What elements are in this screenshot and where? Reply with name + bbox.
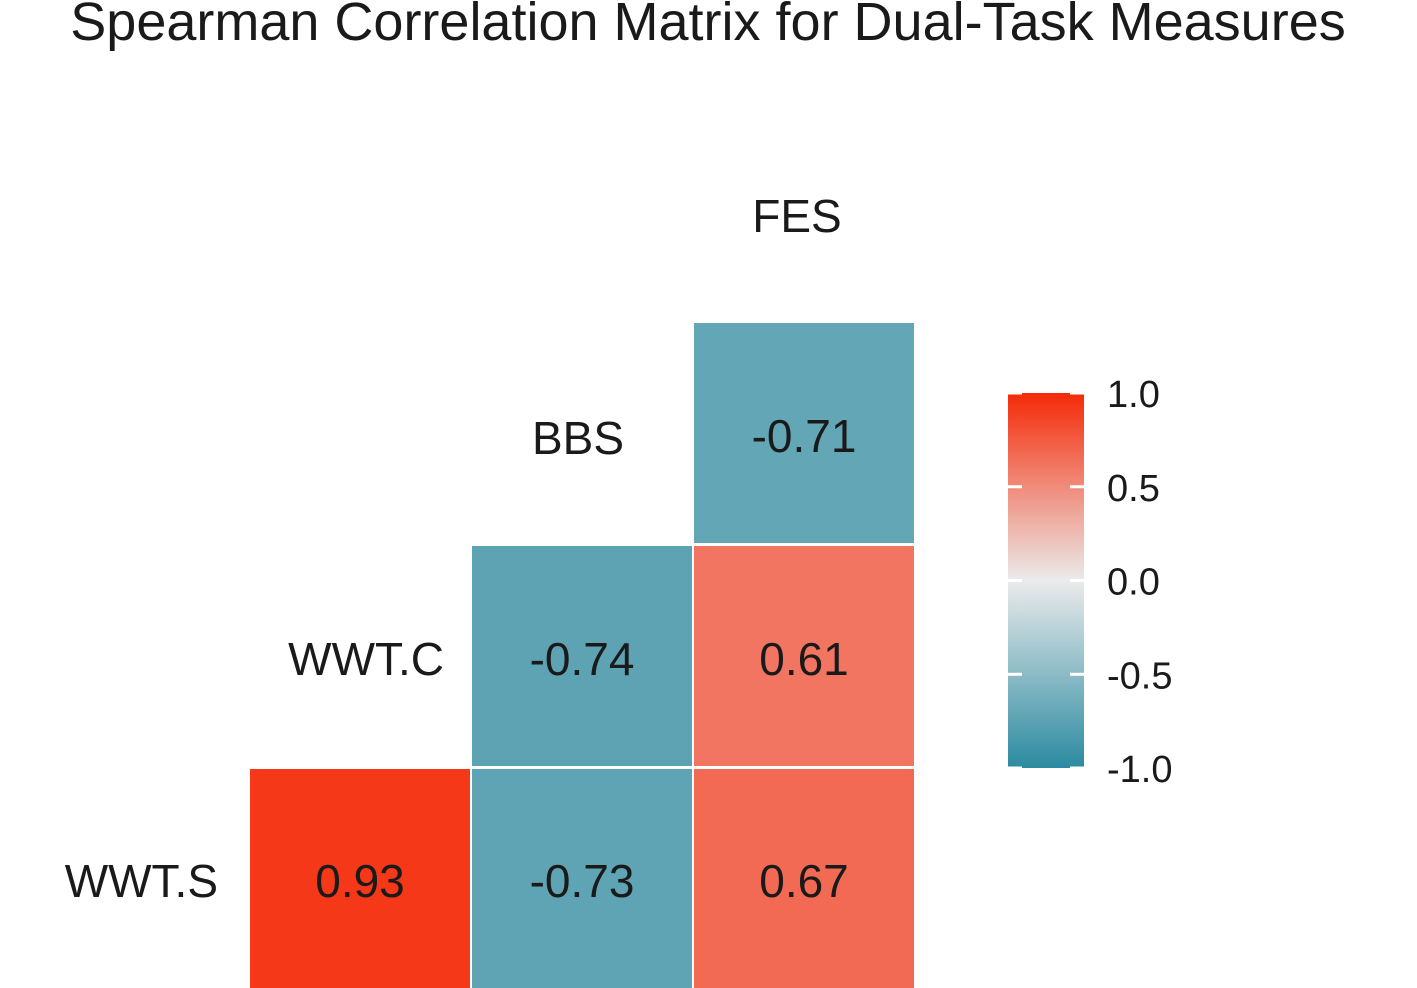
color-legend: 1.0 0.5 0.0 -0.5 -1.0: [1008, 374, 1172, 791]
chart-title: Spearman Correlation Matrix for Dual-Tas…: [70, 0, 1345, 52]
cell-value-label: -0.71: [752, 410, 857, 462]
heatmap-cells: 0.93 -0.73 -0.74 0.67 0.61 -0.71: [250, 323, 914, 988]
legend-tick-label: 1.0: [1107, 374, 1160, 416]
variable-label-bbs: BBS: [532, 412, 624, 464]
variable-label-wwt-s: WWT.S: [65, 855, 218, 907]
cell-value-label: -0.73: [530, 855, 635, 907]
legend-tick-label: 0.0: [1107, 562, 1160, 604]
legend-tick-label: 0.5: [1107, 468, 1160, 510]
cell-value-label: 0.67: [759, 855, 849, 907]
cell-value-label: 0.93: [315, 855, 405, 907]
heatmap-cell-fes-bbs: [694, 323, 914, 543]
legend-tick-label: -0.5: [1107, 655, 1172, 697]
heatmap-cell-bbs-wwt-c: [472, 546, 692, 766]
legend-tick-label: -1.0: [1107, 749, 1172, 791]
variable-label-fes: FES: [752, 190, 841, 242]
heatmap-cell-fes-wwt-s: [694, 769, 914, 988]
cell-value-label: -0.74: [530, 633, 635, 685]
heatmap-cell-bbs-wwt-s: [472, 769, 692, 988]
variable-label-wwt-c: WWT.C: [288, 633, 444, 685]
heatmap-cell-fes-wwt-c: [694, 546, 914, 766]
cell-value-label: 0.61: [759, 633, 849, 685]
heatmap-cell-wwt-c-wwt-s: [250, 769, 470, 988]
variable-labels: WWT.S WWT.C BBS FES: [65, 190, 842, 907]
